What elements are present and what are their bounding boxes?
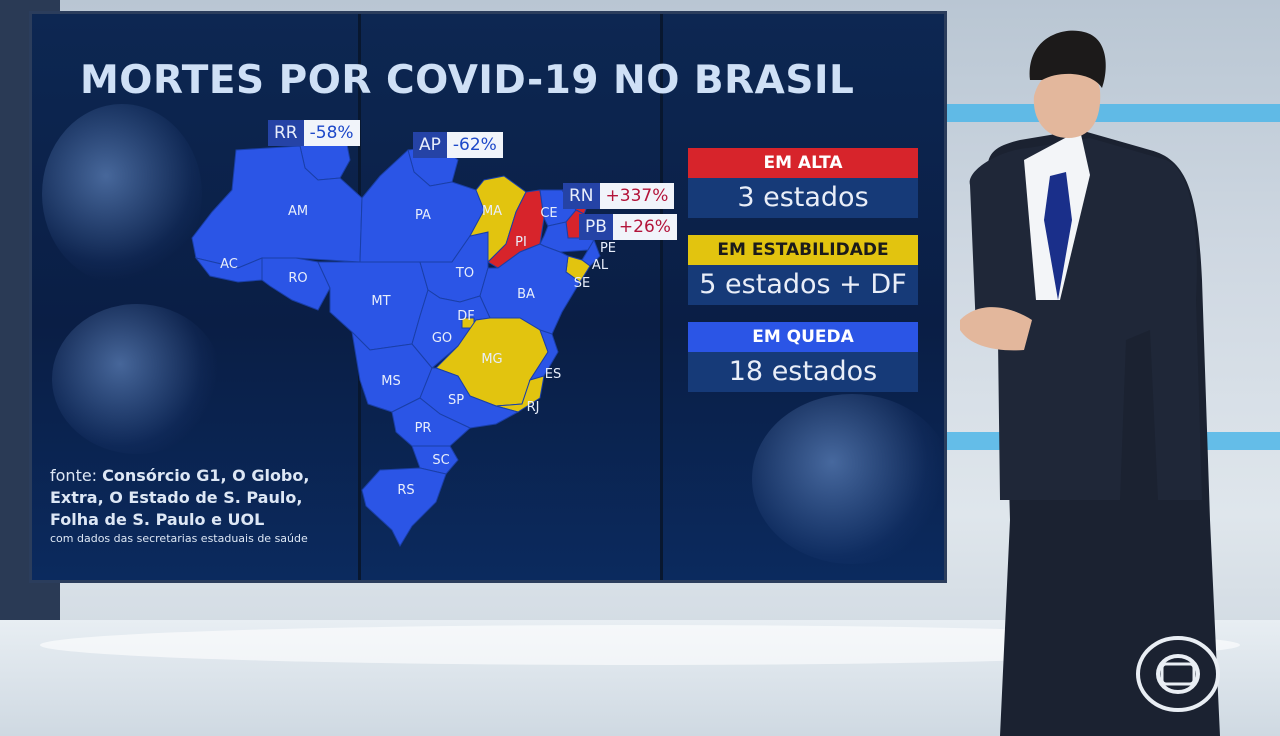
state-label: MS (381, 374, 400, 389)
callout-abbr: AP (413, 132, 447, 158)
state-label: ES (545, 367, 561, 382)
legend-label: EM QUEDA (688, 322, 918, 352)
callout-ap: AP -62% (413, 132, 503, 158)
state-label: TO (455, 266, 474, 281)
source-text: Consórcio G1, O Globo, Extra, O Estado d… (50, 466, 310, 529)
callout-rr: RR -58% (268, 120, 360, 146)
callout-abbr: PB (579, 214, 613, 240)
state-label: RS (397, 483, 414, 498)
state-sc (411, 445, 459, 475)
state-label: AL (592, 258, 609, 273)
state-label: AM (288, 204, 308, 219)
state-label: RJ (527, 400, 540, 415)
state-label: MG (481, 352, 502, 367)
state-label: MT (371, 294, 390, 309)
state-pr (391, 397, 471, 447)
state-label: MA (482, 204, 502, 219)
state-al (581, 238, 601, 267)
globo-logo-icon (1136, 636, 1220, 712)
callout-pct: -58% (303, 120, 360, 146)
map-title: MORTES POR COVID-19 NO BRASIL (80, 58, 855, 103)
virus-illustration (42, 104, 202, 284)
callout-abbr: RR (268, 120, 304, 146)
legend-count: 3 estados (688, 178, 918, 218)
state-label: SC (432, 453, 449, 468)
legend-em-queda: EM QUEDA 18 estados (688, 322, 918, 392)
legend-label: EM ESTABILIDADE (688, 235, 918, 265)
state-label: AC (220, 257, 238, 272)
virus-illustration (52, 304, 222, 454)
source-prefix: fonte: (50, 466, 98, 485)
state-label: PR (415, 421, 432, 436)
studio-light-stripe (940, 104, 1280, 122)
legend-label: EM ALTA (688, 148, 918, 178)
state-label: PI (515, 235, 527, 250)
legend-count: 18 estados (688, 352, 918, 392)
callout-abbr: RN (563, 183, 600, 209)
source-credit: fonte: Consórcio G1, O Globo, Extra, O E… (50, 465, 350, 547)
legend-count: 5 estados + DF (688, 265, 918, 305)
state-label: SP (448, 393, 464, 408)
callout-pct: -62% (446, 132, 503, 158)
state-label: GO (432, 331, 452, 346)
callout-rn: RN +337% (563, 183, 675, 209)
screen-seam (660, 14, 663, 580)
legend-em-alta: EM ALTA 3 estados (688, 148, 918, 218)
legend-em-estabilidade: EM ESTABILIDADE 5 estados + DF (688, 235, 918, 305)
state-label: PA (415, 208, 431, 223)
state-ro (261, 257, 331, 311)
state-label: RO (288, 271, 307, 286)
callout-pb: PB +26% (579, 214, 677, 240)
state-label: BA (517, 287, 535, 302)
virus-illustration (752, 394, 952, 564)
state-label: DF (457, 309, 475, 324)
state-label: CE (540, 206, 557, 221)
state-label: SE (574, 276, 590, 291)
state-rs (361, 467, 447, 548)
presenter-figure (960, 30, 1220, 736)
state-label: PE (600, 241, 616, 256)
callout-pct: +26% (612, 214, 677, 240)
callout-pct: +337% (599, 183, 675, 209)
source-note: com dados das secretarias estaduais de s… (50, 532, 308, 545)
